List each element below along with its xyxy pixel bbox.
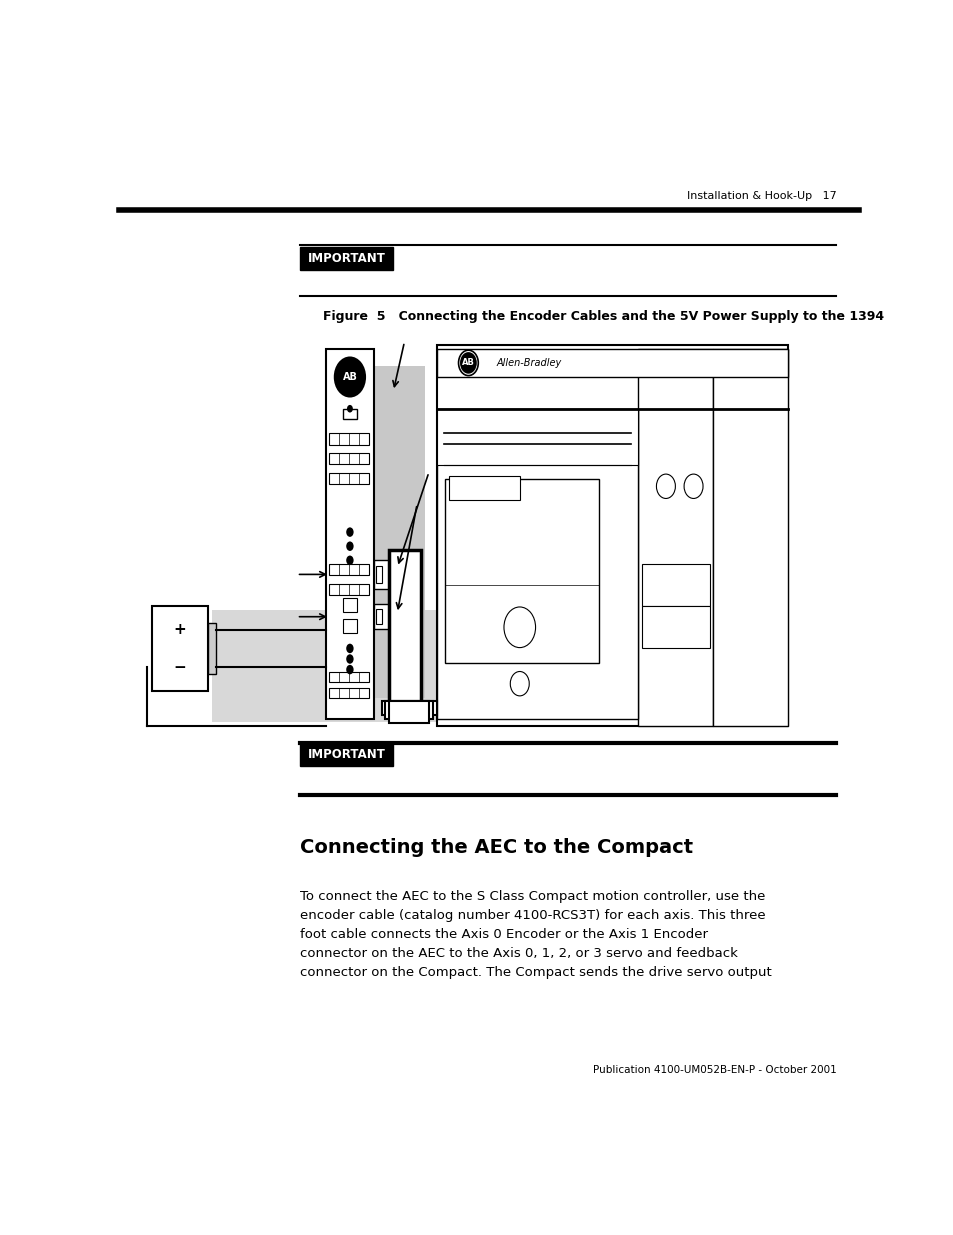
Circle shape bbox=[346, 556, 354, 566]
Bar bbox=[713, 348, 787, 726]
Bar bbox=[329, 688, 369, 698]
Bar bbox=[329, 433, 369, 445]
Bar bbox=[361, 367, 424, 698]
Bar bbox=[300, 247, 393, 270]
Circle shape bbox=[346, 541, 354, 551]
Circle shape bbox=[346, 655, 354, 663]
Text: To connect the AEC to the S Class Compact motion controller, use the
encoder cab: To connect the AEC to the S Class Compac… bbox=[300, 890, 771, 979]
Bar bbox=[342, 598, 357, 611]
Bar bbox=[329, 564, 369, 576]
Bar bbox=[436, 348, 787, 377]
Circle shape bbox=[459, 352, 476, 374]
Text: Figure  5   Connecting the Encoder Cables and the 5V Power Supply to the 1394: Figure 5 Connecting the Encoder Cables a… bbox=[322, 310, 882, 322]
Bar bbox=[152, 606, 208, 690]
Bar bbox=[300, 743, 393, 766]
Text: Connecting the AEC to the Compact: Connecting the AEC to the Compact bbox=[300, 837, 693, 857]
Text: AB: AB bbox=[461, 358, 475, 367]
Text: Allen-Bradley: Allen-Bradley bbox=[496, 358, 560, 368]
Bar bbox=[448, 475, 519, 500]
Bar bbox=[641, 606, 709, 648]
Bar bbox=[329, 584, 369, 595]
Text: IMPORTANT: IMPORTANT bbox=[307, 748, 385, 762]
Bar bbox=[374, 561, 396, 589]
Bar bbox=[329, 672, 369, 682]
Bar bbox=[329, 473, 369, 484]
Bar bbox=[436, 409, 638, 719]
Circle shape bbox=[346, 664, 354, 674]
Bar bbox=[212, 610, 787, 722]
Bar bbox=[375, 609, 381, 624]
Bar bbox=[444, 479, 598, 662]
Bar bbox=[381, 701, 436, 715]
Text: Publication 4100-UM052B-EN-P - October 2001: Publication 4100-UM052B-EN-P - October 2… bbox=[592, 1066, 836, 1076]
Bar bbox=[385, 701, 433, 719]
Bar bbox=[374, 604, 396, 629]
Circle shape bbox=[335, 357, 365, 396]
Bar bbox=[375, 566, 381, 583]
Bar bbox=[329, 453, 369, 464]
Circle shape bbox=[346, 643, 354, 653]
Bar bbox=[389, 550, 420, 709]
Circle shape bbox=[347, 405, 353, 412]
Bar bbox=[326, 348, 374, 719]
Bar bbox=[342, 619, 357, 632]
Circle shape bbox=[346, 527, 354, 537]
Bar bbox=[641, 564, 709, 606]
Circle shape bbox=[458, 351, 477, 375]
Text: IMPORTANT: IMPORTANT bbox=[307, 252, 385, 266]
Bar bbox=[389, 701, 429, 722]
Bar bbox=[638, 348, 713, 726]
Text: +: + bbox=[173, 622, 186, 637]
Bar bbox=[342, 409, 357, 420]
Text: AB: AB bbox=[342, 372, 357, 382]
Bar bbox=[436, 346, 787, 726]
Text: −: − bbox=[173, 659, 186, 674]
Bar bbox=[208, 622, 215, 674]
Text: Installation & Hook-Up   17: Installation & Hook-Up 17 bbox=[686, 190, 836, 200]
Bar bbox=[436, 409, 638, 466]
